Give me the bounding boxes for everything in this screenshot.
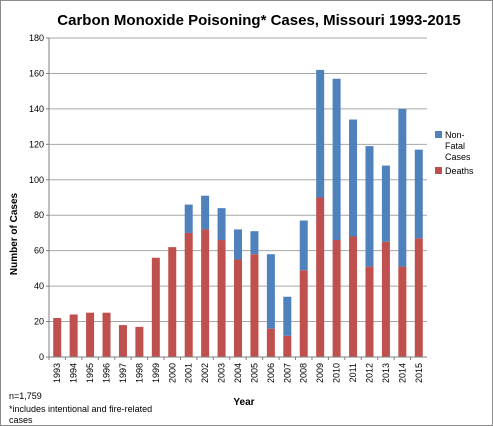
- x-tick-label: 2009: [315, 363, 325, 383]
- legend-label-non-fatal: Cases: [445, 152, 471, 162]
- bar-deaths-2006: [266, 328, 275, 357]
- bar-deaths-2001: [184, 232, 193, 357]
- x-tick-label: 2000: [167, 363, 177, 383]
- note-footnote: *includes intentional and fire-related: [9, 404, 152, 414]
- chart-title: Carbon Monoxide Poisoning* Cases, Missou…: [57, 12, 460, 29]
- y-tick-label: 20: [34, 317, 44, 327]
- bar-deaths-1999: [151, 257, 160, 357]
- x-tick-label: 2003: [217, 363, 227, 383]
- bar-deaths-1995: [86, 312, 95, 357]
- bar-deaths-2010: [332, 240, 341, 357]
- bar-non-fatal-2008: [299, 220, 308, 271]
- legend-label-deaths: Deaths: [445, 166, 474, 176]
- x-tick-label: 2001: [184, 363, 194, 383]
- gridlines: [49, 37, 427, 323]
- x-tick-label: 2010: [332, 363, 342, 383]
- x-tick-label: 2012: [364, 363, 374, 383]
- x-tick-label: 1996: [102, 363, 112, 383]
- y-tick-label: 80: [34, 210, 44, 220]
- y-tick-label: 40: [34, 281, 44, 291]
- x-tick-labels: 1993 1994 1995 1996 1997 1998 1999 2000 2001 2002…: [52, 363, 424, 383]
- y-tick-label: 120: [29, 139, 44, 149]
- legend-swatch-non-fatal: [435, 131, 442, 138]
- y-tick-label: 140: [29, 104, 44, 114]
- bar-deaths-2004: [234, 259, 242, 357]
- bar-non-fatal-2011: [349, 119, 358, 237]
- bar-non-fatal-2006: [266, 254, 275, 329]
- y-tick-label: 100: [29, 175, 44, 185]
- legend-label-non-fatal: Non-: [445, 130, 465, 140]
- x-tick-label: 2006: [266, 363, 276, 383]
- bar-non-fatal-2010: [332, 78, 341, 241]
- bar-non-fatal-2004: [234, 229, 242, 260]
- x-tick-label: 2008: [299, 363, 309, 383]
- x-tick-label: 2013: [381, 363, 391, 383]
- bar-deaths-2014: [398, 266, 407, 357]
- y-tick-label: 180: [29, 33, 44, 43]
- x-tick-label: 2007: [282, 363, 292, 383]
- y-tick-label: 160: [29, 68, 44, 78]
- bar-non-fatal-2009: [316, 69, 325, 198]
- x-axis-title: Year: [233, 397, 254, 408]
- bar-deaths-2015: [414, 238, 423, 357]
- legend-swatch-deaths: [435, 167, 442, 174]
- bar-non-fatal-2013: [381, 165, 390, 242]
- bar-non-fatal-2014: [398, 108, 407, 267]
- bar-deaths-2000: [168, 247, 177, 357]
- x-tick-label: 1999: [151, 363, 161, 383]
- bars: [53, 69, 423, 357]
- bar-deaths-2007: [283, 335, 292, 357]
- x-tick-label: 2011: [348, 363, 358, 382]
- bar-non-fatal-2001: [184, 204, 193, 233]
- bar-deaths-1998: [135, 326, 144, 357]
- bar-deaths-1996: [102, 312, 111, 357]
- y-tick-label: 0: [39, 352, 44, 362]
- bar-deaths-2003: [217, 240, 226, 357]
- y-tick-labels: 0 20 40 60 80 100 120 140 160 180: [29, 33, 44, 362]
- x-tick-label: 2014: [397, 363, 407, 383]
- bar-deaths-2008: [299, 270, 308, 357]
- bar-deaths-1997: [118, 325, 127, 357]
- bar-deaths-2005: [250, 254, 259, 357]
- bar-non-fatal-2012: [365, 146, 374, 267]
- axes: [46, 37, 427, 360]
- x-tick-label: 1994: [69, 363, 79, 383]
- y-axis-title: Number of Cases: [9, 192, 20, 275]
- bar-non-fatal-2015: [414, 149, 423, 239]
- x-tick-label: 2004: [233, 363, 243, 383]
- x-tick-label: 1997: [118, 363, 128, 383]
- bar-deaths-2009: [316, 197, 325, 357]
- bar-deaths-2011: [349, 236, 358, 357]
- bar-non-fatal-2005: [250, 231, 259, 255]
- bar-non-fatal-2007: [283, 296, 292, 336]
- x-tick-label: 1998: [134, 363, 144, 383]
- bar-deaths-1993: [53, 318, 62, 357]
- bar-deaths-1994: [69, 314, 78, 357]
- note-footnote-cont: cases: [9, 415, 33, 425]
- x-tick-label: 2005: [249, 363, 259, 383]
- note-sample-size: n=1,759: [9, 391, 42, 401]
- x-tick-label: 2002: [200, 363, 210, 383]
- bar-non-fatal-2003: [217, 208, 226, 241]
- legend-label-non-fatal: Fatal: [445, 141, 465, 151]
- x-tick-label: 1993: [52, 363, 62, 383]
- bar-deaths-2013: [381, 241, 390, 357]
- x-tick-label: 1995: [85, 363, 95, 383]
- y-tick-label: 60: [34, 246, 44, 256]
- bar-deaths-2012: [365, 266, 374, 357]
- bar-non-fatal-2002: [201, 195, 210, 230]
- x-tick-label: 2015: [414, 363, 424, 383]
- bar-deaths-2002: [201, 229, 210, 357]
